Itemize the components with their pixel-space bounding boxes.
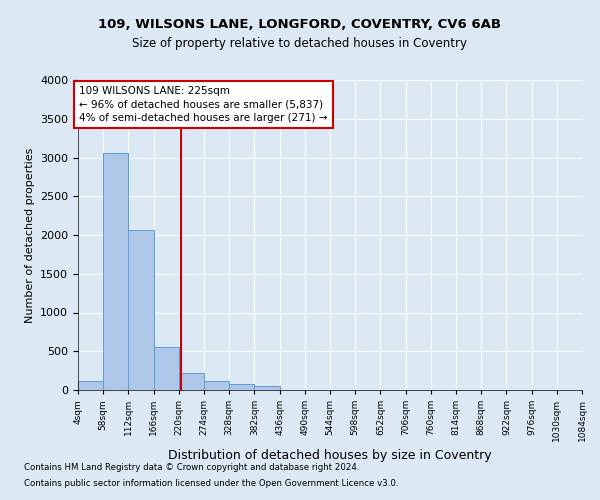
Bar xyxy=(204,380,229,390)
Bar xyxy=(154,346,179,390)
Y-axis label: Number of detached properties: Number of detached properties xyxy=(25,148,35,322)
Text: Contains public sector information licensed under the Open Government Licence v3: Contains public sector information licen… xyxy=(24,478,398,488)
Text: Contains HM Land Registry data © Crown copyright and database right 2024.: Contains HM Land Registry data © Crown c… xyxy=(24,464,359,472)
Bar xyxy=(128,230,154,390)
Bar xyxy=(229,384,254,390)
Text: 109, WILSONS LANE, LONGFORD, COVENTRY, CV6 6AB: 109, WILSONS LANE, LONGFORD, COVENTRY, C… xyxy=(98,18,502,30)
Bar xyxy=(254,386,280,390)
X-axis label: Distribution of detached houses by size in Coventry: Distribution of detached houses by size … xyxy=(168,450,492,462)
Text: 109 WILSONS LANE: 225sqm
← 96% of detached houses are smaller (5,837)
4% of semi: 109 WILSONS LANE: 225sqm ← 96% of detach… xyxy=(79,86,328,122)
Bar xyxy=(103,153,128,390)
Bar xyxy=(179,373,204,390)
Bar xyxy=(78,380,103,390)
Text: Size of property relative to detached houses in Coventry: Size of property relative to detached ho… xyxy=(133,38,467,51)
